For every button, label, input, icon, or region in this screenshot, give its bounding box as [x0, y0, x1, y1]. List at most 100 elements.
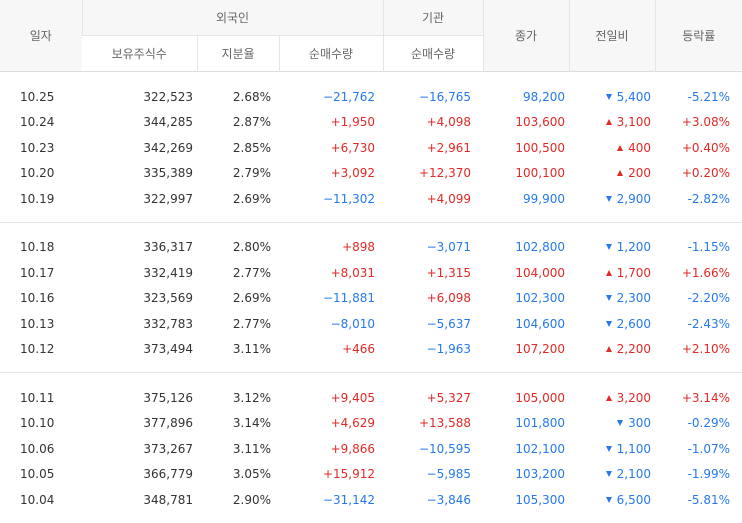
- cell-change: 2,100: [569, 462, 655, 488]
- cell-date: 10.19: [20, 191, 55, 206]
- cell-holdings: 322,997: [143, 191, 193, 206]
- table-row: 10.10 377,896 3.14% +4,629 +13,588 101,800 300…: [0, 411, 742, 437]
- cell-share: 2.79%: [232, 166, 271, 181]
- cell-change: 1,100: [569, 436, 655, 462]
- cell-inst-net: +13,588: [418, 416, 472, 431]
- group-spacer: [0, 212, 742, 223]
- cell-foreign-net: +1,950: [330, 115, 376, 130]
- cell-share: 3.12%: [232, 390, 271, 405]
- cell-rate: -2.20%: [687, 291, 731, 306]
- cell-holdings: 342,269: [143, 140, 193, 155]
- cell-inst-net: −10,595: [418, 441, 472, 456]
- cell-date: 10.24: [20, 115, 55, 130]
- cell-holdings: 332,419: [143, 265, 193, 280]
- cell-holdings: 322,523: [143, 89, 193, 104]
- cell-date: 10.05: [20, 467, 55, 482]
- cell-date: 10.17: [20, 265, 55, 280]
- cell-rate: +3.14%: [681, 390, 731, 405]
- cell-holdings: 373,494: [143, 342, 193, 357]
- cell-inst-net: +2,961: [426, 140, 472, 155]
- cell-change-value: 1,200: [616, 240, 652, 255]
- cell-rate: -2.43%: [687, 316, 731, 331]
- cell-close: 100,100: [515, 166, 566, 181]
- cell-foreign-net: +6,730: [330, 140, 376, 155]
- cell-change-value: 5,400: [616, 89, 652, 104]
- cell-close: 103,200: [515, 467, 566, 482]
- cell-date: 10.10: [20, 416, 55, 431]
- table-header: 일자 외국인 기관 종가 전일비 등락률 보유주식수 지분율 순매수량 순매수량: [0, 0, 742, 72]
- cell-share: 2.90%: [232, 492, 271, 507]
- table-row: 10.24 344,285 2.87% +1,950 +4,098 103,600 3,10…: [0, 110, 742, 136]
- cell-change-value: 2,200: [616, 342, 652, 357]
- cell-rate: +1.66%: [681, 265, 731, 280]
- cell-date: 10.13: [20, 316, 55, 331]
- up-triangle-icon: [605, 119, 612, 126]
- cell-change-value: 3,200: [616, 390, 652, 405]
- cell-inst-net: +5,327: [426, 390, 472, 405]
- cell-holdings: 377,896: [143, 416, 193, 431]
- down-triangle-icon: [605, 320, 612, 327]
- header-share: 지분율: [196, 35, 279, 72]
- cell-close: 98,200: [523, 89, 566, 104]
- cell-change-value: 2,900: [616, 191, 652, 206]
- cell-rate: -0.29%: [687, 416, 731, 431]
- cell-rate: -1.15%: [687, 240, 731, 255]
- cell-rate: +3.08%: [681, 115, 731, 130]
- cell-change-value: 3,100: [616, 115, 652, 130]
- cell-foreign-net: −31,142: [322, 492, 376, 507]
- header-institution: 기관: [382, 0, 484, 36]
- cell-change: 1,200: [569, 235, 655, 261]
- cell-share: 2.87%: [232, 115, 271, 130]
- cell-change-value: 2,300: [616, 291, 652, 306]
- cell-change-value: 1,100: [616, 441, 652, 456]
- cell-holdings: 373,267: [143, 441, 193, 456]
- cell-change-value: 2,100: [616, 467, 652, 482]
- cell-share: 2.68%: [232, 89, 271, 104]
- cell-foreign-net: +8,031: [330, 265, 376, 280]
- header-foreign-net: 순매수량: [278, 35, 384, 72]
- cell-inst-net: −5,637: [426, 316, 472, 331]
- cell-foreign-net: +4,629: [330, 416, 376, 431]
- cell-foreign-net: +3,092: [330, 166, 376, 181]
- down-triangle-icon: [605, 93, 612, 100]
- table-row: 10.04 348,781 2.90% −31,142 −3,846 105,300 6,5…: [0, 487, 742, 513]
- header-foreign: 외국인: [81, 0, 384, 36]
- group-spacer: [0, 362, 742, 373]
- cell-share: 2.85%: [232, 140, 271, 155]
- cell-inst-net: +4,098: [426, 115, 472, 130]
- cell-date: 10.11: [20, 390, 55, 405]
- cell-inst-net: +12,370: [418, 166, 472, 181]
- cell-foreign-net: +898: [342, 240, 376, 255]
- cell-share: 2.77%: [232, 316, 271, 331]
- cell-inst-net: −5,985: [426, 467, 472, 482]
- up-triangle-icon: [605, 346, 612, 353]
- cell-close: 104,000: [515, 265, 566, 280]
- cell-close: 103,600: [515, 115, 566, 130]
- cell-rate: -5.81%: [687, 492, 731, 507]
- cell-close: 102,100: [515, 441, 566, 456]
- cell-change: 1,700: [569, 260, 655, 286]
- up-triangle-icon: [617, 170, 624, 177]
- cell-change: 2,300: [569, 286, 655, 312]
- up-triangle-icon: [605, 394, 612, 401]
- cell-rate: +0.40%: [681, 140, 731, 155]
- cell-share: 3.11%: [232, 441, 271, 456]
- cell-holdings: 366,779: [143, 467, 193, 482]
- table-row: 10.12 373,494 3.11% +466 −1,963 107,200 2,200 +…: [0, 337, 742, 363]
- cell-inst-net: +6,098: [426, 291, 472, 306]
- down-triangle-icon: [605, 295, 612, 302]
- cell-inst-net: −3,071: [426, 240, 472, 255]
- table-row: 10.17 332,419 2.77% +8,031 +1,315 104,000 1,70…: [0, 260, 742, 286]
- group-spacer: [0, 223, 742, 235]
- cell-inst-net: −16,765: [418, 89, 472, 104]
- cell-date: 10.06: [20, 441, 55, 456]
- cell-close: 105,300: [515, 492, 566, 507]
- cell-close: 100,500: [515, 140, 566, 155]
- cell-change-value: 200: [628, 166, 652, 181]
- cell-rate: -2.82%: [687, 191, 731, 206]
- cell-holdings: 323,569: [143, 291, 193, 306]
- header-close: 종가: [482, 0, 570, 72]
- cell-close: 107,200: [515, 342, 566, 357]
- header-holdings: 보유주식수: [82, 35, 197, 72]
- table-row: 10.06 373,267 3.11% +9,866 −10,595 102,100 1,1…: [0, 436, 742, 462]
